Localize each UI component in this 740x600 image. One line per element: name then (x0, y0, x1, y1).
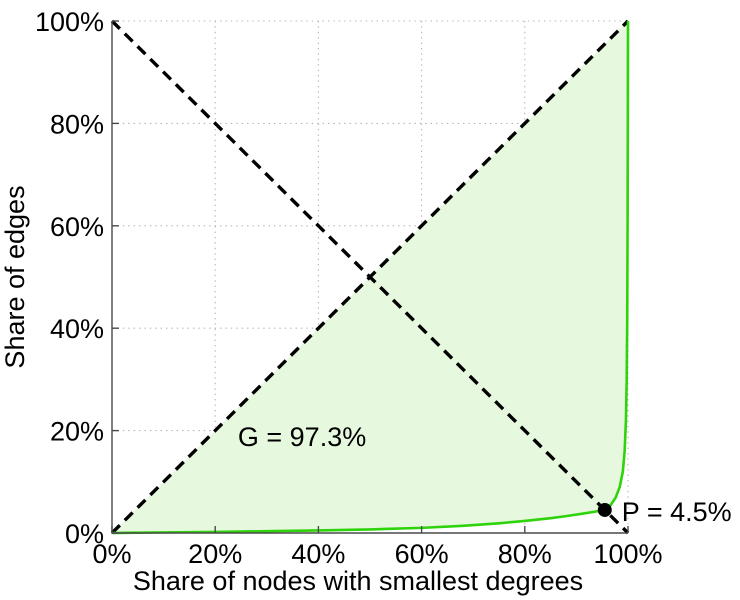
tick-marks (111, 20, 629, 534)
y-axis-title: Share of edges (0, 185, 30, 368)
anti-diagonal-line (110, 19, 630, 535)
y-tick-label: 100% (35, 7, 104, 37)
series-lines (110, 19, 630, 535)
x-tick-label: 20% (188, 539, 242, 569)
y-tick-label: 80% (50, 109, 104, 139)
annotations: G = 97.3% P = 4.5% (238, 422, 732, 527)
tick-labels: 0% 20% 40% 60% 80% 100% 0% 20% 40% 60% 80% 100% (35, 7, 663, 569)
x-tick-label: 60% (395, 539, 449, 569)
y-tick-label: 0% (65, 519, 104, 549)
intersection-point-p (597, 502, 612, 517)
lorenz-curve-line (111, 20, 630, 535)
x-tick-label: 0% (92, 539, 131, 569)
x-tick-label: 100% (593, 539, 662, 569)
x-tick-label: 40% (291, 539, 345, 569)
x-axis-title: Share of nodes with smallest degrees (133, 566, 583, 596)
x-tick-label: 80% (498, 539, 552, 569)
gini-label: G = 97.3% (238, 422, 366, 452)
p-label: P = 4.5% (622, 497, 732, 527)
y-tick-label: 20% (50, 417, 104, 447)
y-tick-label: 60% (50, 212, 104, 242)
y-tick-label: 40% (50, 314, 104, 344)
marker-point-p (597, 502, 612, 517)
